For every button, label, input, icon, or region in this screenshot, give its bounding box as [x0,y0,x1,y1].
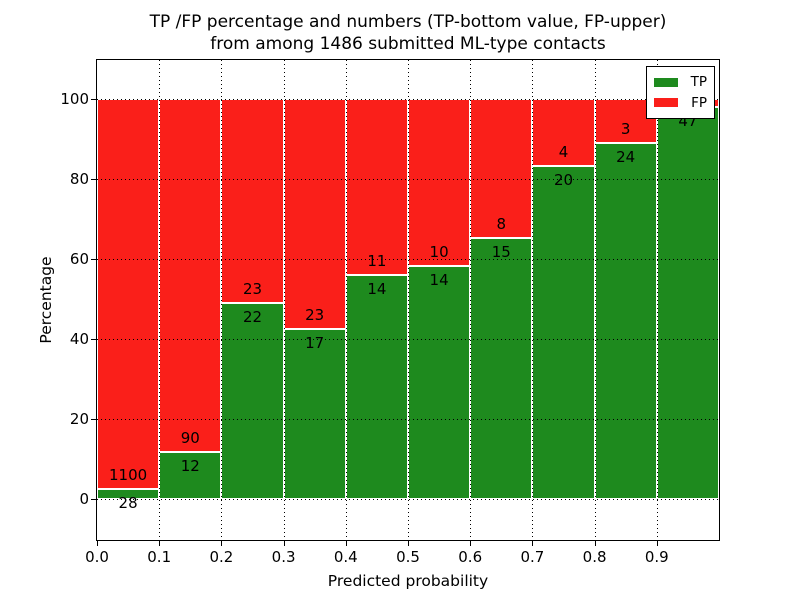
xtick-mark-0.1 [159,541,161,546]
bar-count-label-fp-4: 11 [367,252,387,270]
bar-count-label-tp-4: 14 [367,280,387,298]
gridline-v-0.9 [656,60,658,540]
bar-count-label-tp-7: 20 [553,170,574,189]
xtick-label-0.7: 0.7 [520,548,545,566]
gridline-v-0.6 [470,60,472,540]
ytick-label-20: 20 [69,410,89,428]
xtick-label-0.8: 0.8 [582,548,607,566]
legend: TP FP [646,66,715,119]
bar-segment-fp-1 [159,99,222,452]
bar-segment-fp-6 [470,99,533,239]
ytick-label-80: 80 [69,170,89,188]
xtick-label-0.9: 0.9 [644,548,669,566]
bar-count-label-tp-0: 28 [118,494,138,513]
plot-area: 11002890122322231711141014815420324147 [96,59,720,541]
bar-segment-tp-7 [532,165,595,499]
fp-swatch-icon [654,98,678,108]
ytick-label-60: 60 [69,250,89,268]
bar-count-label-tp-1: 12 [180,456,200,475]
gridline-v-0.2 [221,60,223,540]
gridline-v-0.5 [408,60,409,540]
xtick-label-0.6: 0.6 [458,548,483,566]
ytick-label-40: 40 [69,330,89,348]
bar-count-label-tp-8: 24 [616,148,636,167]
legend-item-tp: TP [654,74,707,90]
bar-segment-tp-5 [408,265,471,499]
chart-title: TP /FP percentage and numbers (TP-bottom… [97,11,719,55]
bar-segment-fp-2 [221,99,284,304]
bar-segment-tp-0 [97,489,160,499]
chart-title-line2: from among 1486 submitted ML-type contac… [210,34,606,54]
ytick-label-0: 0 [79,490,89,508]
x-axis-label: Predicted probability [327,572,489,590]
gridline-v-0.3 [283,60,285,540]
bar-count-label-fp-0: 1100 [109,466,148,485]
bar-count-label-fp-7: 4 [558,142,569,161]
bar-segment-tp-3 [283,329,346,499]
bar-count-label-tp-2: 22 [242,308,263,327]
xtick-label-0.3: 0.3 [271,548,296,566]
xtick-label-0.5: 0.5 [396,548,420,566]
bar-segment-tp-8 [594,143,657,499]
xtick-label-0: 0.0 [85,548,109,566]
bar-count-label-fp-8: 3 [620,120,631,139]
bar-count-label-tp-3: 17 [305,334,325,352]
xtick-mark-0.9 [656,541,658,546]
gridline-v-0.1 [159,60,161,540]
bar-segment-tp-4 [345,275,408,499]
bar-count-label-fp-3: 23 [305,306,325,324]
bar-segment-tp-1 [159,451,222,499]
xtick-mark-0 [97,541,98,546]
bar-count-label-fp-1: 90 [180,428,200,447]
ytick-mark-100 [91,99,96,100]
legend-label-tp: TP [690,74,707,91]
legend-item-fp: FP [654,95,707,111]
bar-segment-fp-3 [283,99,346,329]
ytick-mark-20 [91,419,96,420]
bar-segment-fp-0 [97,99,160,490]
bar-count-label-fp-5: 10 [429,242,449,261]
legend-label-fp: FP [691,94,707,111]
bar-segment-tp-2 [221,303,284,499]
gridline-v-0.7 [532,60,534,540]
tp-swatch-icon [654,77,678,87]
xtick-label-0.2: 0.2 [209,548,234,566]
gridline-v-0.4 [345,60,347,540]
ytick-mark-60 [91,259,96,260]
bar-count-label-fp-6: 8 [496,215,507,234]
xtick-mark-0.4 [345,541,347,546]
gridline-v-0.8 [594,60,596,540]
xtick-label-0.4: 0.4 [333,548,358,566]
bar-segment-tp-6 [470,238,533,499]
ytick-mark-40 [91,339,96,340]
xtick-mark-0.5 [408,541,409,546]
bar-segment-tp-9 [656,107,719,499]
bar-count-label-tp-6: 15 [491,243,511,262]
xtick-mark-0.7 [532,541,534,546]
bar-count-label-fp-2: 23 [242,280,263,299]
xtick-mark-0.2 [221,541,223,546]
xtick-mark-0.3 [283,541,285,546]
ytick-label-100: 100 [60,90,89,108]
ytick-mark-80 [91,179,96,180]
bar-segment-fp-4 [345,99,408,275]
bar-segment-fp-5 [408,99,471,266]
bar-count-label-tp-5: 14 [429,270,449,289]
ytick-mark-0 [91,499,96,500]
xtick-label-0.1: 0.1 [147,548,172,566]
chart-title-line1: TP /FP percentage and numbers (TP-bottom… [149,12,667,32]
xtick-mark-0.6 [470,541,472,546]
bar-segment-fp-7 [532,99,595,166]
xtick-mark-0.8 [594,541,596,546]
